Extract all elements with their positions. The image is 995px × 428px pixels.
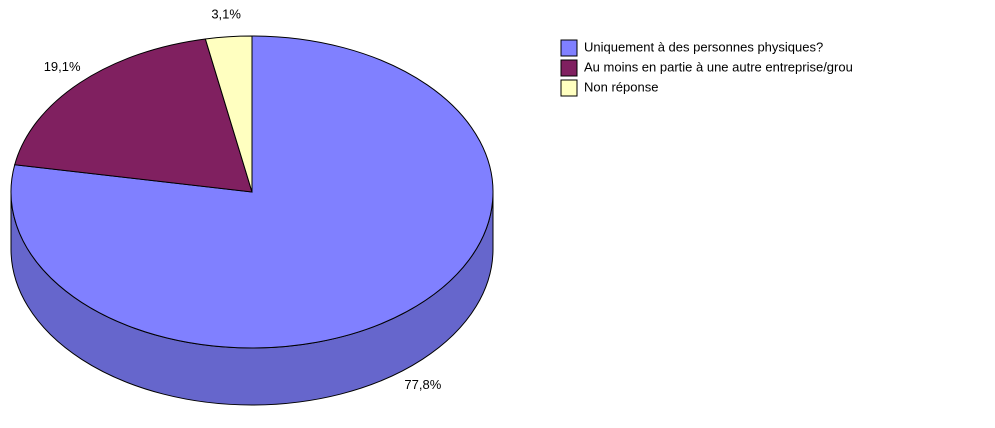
slice [14, 38, 253, 193]
slice [204, 35, 253, 193]
data-label: 19,1% [44, 59, 81, 74]
data-label: 77,8% [404, 377, 441, 392]
legend-label: Au moins en partie à une autre entrepris… [584, 59, 853, 74]
legend-swatch [560, 59, 578, 77]
legend-swatch [560, 79, 578, 97]
data-label: 3,1% [211, 6, 241, 21]
legend-label: Non réponse [584, 79, 658, 94]
legend-label: Uniquement à des personnes physiques? [584, 39, 823, 54]
legend-swatch [560, 39, 578, 57]
